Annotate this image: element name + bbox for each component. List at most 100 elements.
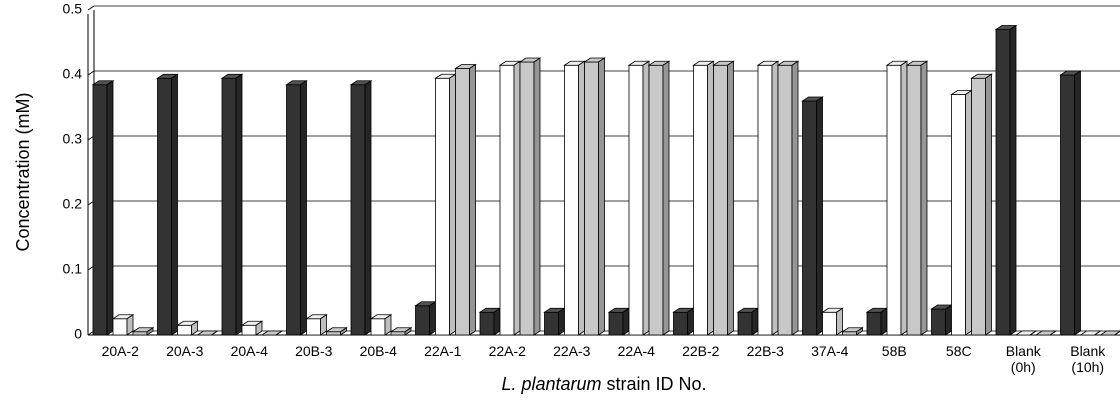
x-axis-label-rest: strain ID No. xyxy=(607,374,707,394)
bar xyxy=(260,330,284,336)
bar xyxy=(970,73,993,336)
bar-front xyxy=(737,311,753,336)
bar xyxy=(1099,330,1120,336)
grid-line-side xyxy=(87,70,95,76)
bar-side xyxy=(429,301,436,336)
bar-front xyxy=(757,64,773,336)
bar xyxy=(672,307,695,336)
bar xyxy=(994,24,1018,336)
bar-front xyxy=(132,331,148,336)
bar-side xyxy=(836,307,843,336)
bar-side xyxy=(985,73,992,336)
x-tick-label: 58B xyxy=(881,343,907,359)
bar xyxy=(176,320,199,336)
bar-front xyxy=(350,84,366,336)
bar-side xyxy=(513,60,521,336)
bar-side xyxy=(945,304,952,336)
bar-front xyxy=(693,64,708,336)
bar-front xyxy=(177,324,192,336)
bar-front xyxy=(455,68,470,336)
bar-front xyxy=(499,64,515,336)
bar-front xyxy=(777,64,793,336)
bar-side xyxy=(920,60,928,336)
bar-front xyxy=(1060,74,1075,336)
bar-side xyxy=(469,63,476,336)
bar-side xyxy=(493,307,501,336)
y-tick-label: 0.4 xyxy=(63,66,83,82)
bar-side xyxy=(771,60,779,336)
bar-side xyxy=(1074,70,1081,336)
bar xyxy=(930,304,953,336)
bar-side xyxy=(751,307,759,336)
bar-front xyxy=(221,77,237,336)
bar-side xyxy=(578,60,585,336)
x-tick-label: Blank (0h) xyxy=(1005,343,1041,375)
x-tick-label: 58C xyxy=(945,343,972,359)
bar-side xyxy=(211,330,218,336)
bar-front xyxy=(286,84,301,336)
bar-front xyxy=(415,305,430,336)
bar xyxy=(285,80,308,336)
bar-side xyxy=(275,330,283,336)
bar xyxy=(111,314,135,336)
bar-side xyxy=(404,327,412,336)
bar xyxy=(498,60,522,336)
bar-side xyxy=(533,57,541,336)
bar-side xyxy=(235,73,243,336)
bar xyxy=(325,327,348,336)
bar xyxy=(950,89,973,336)
bar xyxy=(156,73,179,336)
bar xyxy=(756,60,780,336)
bar-side xyxy=(126,314,134,336)
bar-front xyxy=(906,64,922,336)
bar-side xyxy=(384,314,392,336)
bar-side xyxy=(449,73,456,336)
bar xyxy=(196,330,219,336)
bar-side xyxy=(1049,330,1057,336)
bar xyxy=(865,307,889,336)
y-tick-label: 0.1 xyxy=(63,261,83,277)
bar-front xyxy=(112,318,128,336)
bar-side xyxy=(707,60,714,336)
bar xyxy=(905,60,929,336)
bar-front xyxy=(241,324,257,336)
bar-front xyxy=(519,61,535,336)
bar-front xyxy=(390,331,406,336)
bar-side xyxy=(622,307,630,336)
bar xyxy=(627,60,651,336)
bar-side xyxy=(191,320,198,336)
bar xyxy=(220,73,244,336)
bar-front xyxy=(92,84,108,336)
bar xyxy=(478,307,502,336)
bar-side xyxy=(364,80,372,336)
bar-front xyxy=(802,100,817,336)
bar-side xyxy=(300,80,307,336)
bar-front xyxy=(608,311,624,336)
bar-side xyxy=(1094,330,1101,336)
bar-front xyxy=(370,318,386,336)
bar-front xyxy=(544,311,559,336)
bar xyxy=(583,57,606,336)
x-axis-label: L. plantarum strain ID No. xyxy=(501,374,706,394)
x-tick-label: 20A-2 xyxy=(101,343,139,359)
bar-side xyxy=(171,73,178,336)
bar-side xyxy=(965,89,972,336)
bar xyxy=(801,96,824,336)
bar xyxy=(692,60,715,336)
bar xyxy=(841,327,864,336)
bar xyxy=(349,80,373,336)
x-tick-label: 22A-2 xyxy=(488,343,526,359)
bar-front xyxy=(866,311,882,336)
bar-front xyxy=(435,77,450,336)
bar xyxy=(434,73,457,336)
bar-side xyxy=(687,307,694,336)
bar-side xyxy=(1009,24,1017,336)
bar-front xyxy=(931,308,946,336)
bar xyxy=(821,307,844,336)
x-tick-label: 20B-4 xyxy=(359,343,397,359)
bar-front xyxy=(628,64,644,336)
bar-front xyxy=(822,311,837,336)
x-tick-label: Blank (10h) xyxy=(1070,343,1106,375)
bar-side xyxy=(558,307,565,336)
